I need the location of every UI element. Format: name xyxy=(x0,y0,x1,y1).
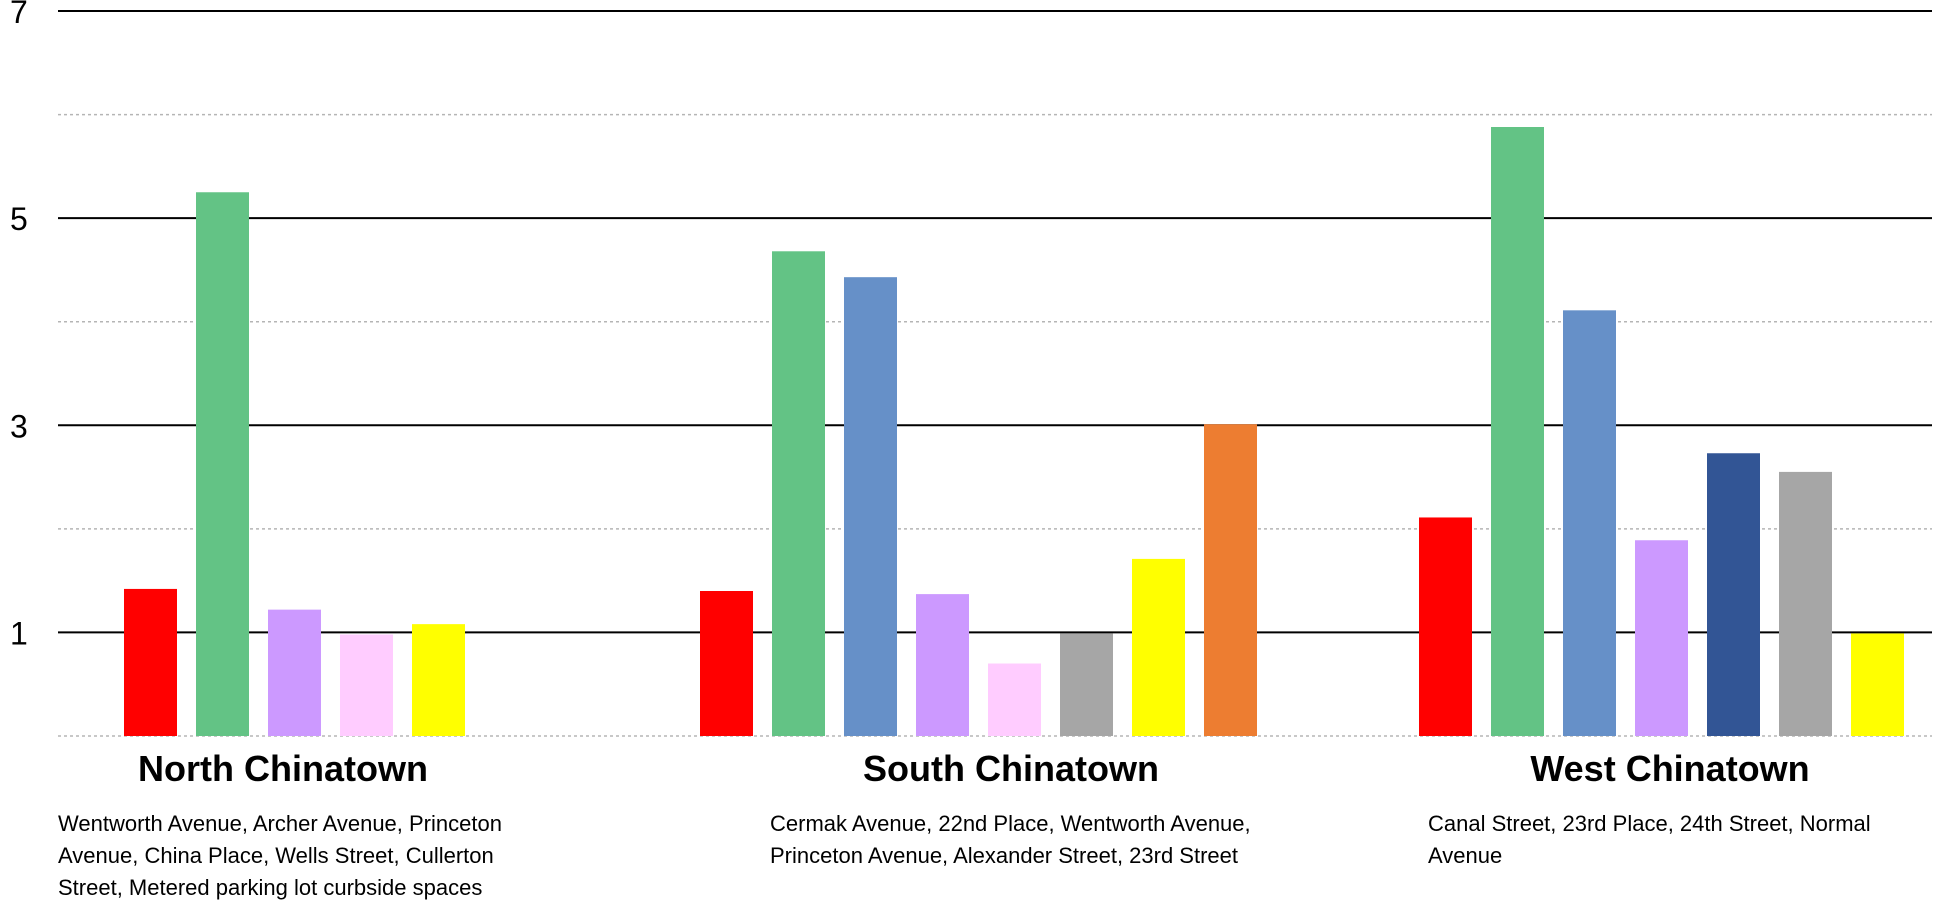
bar-south-chinatown-3 xyxy=(844,277,897,736)
category-label-south-chinatown: South Chinatown xyxy=(863,748,1159,789)
bar-west-chinatown-3 xyxy=(1563,310,1616,736)
y-axis: 1 3 5 7 xyxy=(10,0,28,651)
bar-south-chinatown-8 xyxy=(1204,424,1257,736)
bar-south-chinatown-7 xyxy=(1132,558,1185,736)
bar-south-chinatown-6 xyxy=(1060,633,1113,736)
bar-west-chinatown-1 xyxy=(1419,517,1472,736)
bar-north-chinatown-4 xyxy=(340,634,393,736)
category-description-south-chinatown: Cermak Avenue, 22nd Place, Wentworth Ave… xyxy=(770,811,1251,868)
bar-north-chinatown-2 xyxy=(196,192,249,736)
category-label-north-chinatown: North Chinatown xyxy=(138,748,428,789)
bar-west-chinatown-4 xyxy=(1635,540,1688,736)
bar-north-chinatown-5 xyxy=(412,624,465,736)
bar-south-chinatown-4 xyxy=(916,594,969,736)
category-label-west-chinatown: West Chinatown xyxy=(1530,748,1810,789)
bar-south-chinatown-2 xyxy=(772,251,825,737)
y-tick-label: 7 xyxy=(10,0,28,30)
bars xyxy=(124,127,1904,737)
y-tick-label: 1 xyxy=(10,615,28,651)
bar-west-chinatown-6 xyxy=(1779,471,1832,736)
bar-west-chinatown-2 xyxy=(1491,127,1544,736)
bar-west-chinatown-7 xyxy=(1851,633,1904,736)
bar-north-chinatown-3 xyxy=(268,609,321,736)
y-tick-label: 5 xyxy=(10,201,28,237)
grid-lines xyxy=(58,10,1932,737)
category-description-west-chinatown: Canal Street, 23rd Place, 24th Street, N… xyxy=(1428,811,1871,868)
bar-north-chinatown-1 xyxy=(124,588,177,736)
bar-west-chinatown-5 xyxy=(1707,453,1760,736)
y-tick-label: 3 xyxy=(10,408,28,444)
bar-south-chinatown-1 xyxy=(700,591,753,736)
bar-south-chinatown-5 xyxy=(988,663,1041,736)
category-description-north-chinatown: Wentworth Avenue, Archer Avenue, Princet… xyxy=(58,811,502,900)
